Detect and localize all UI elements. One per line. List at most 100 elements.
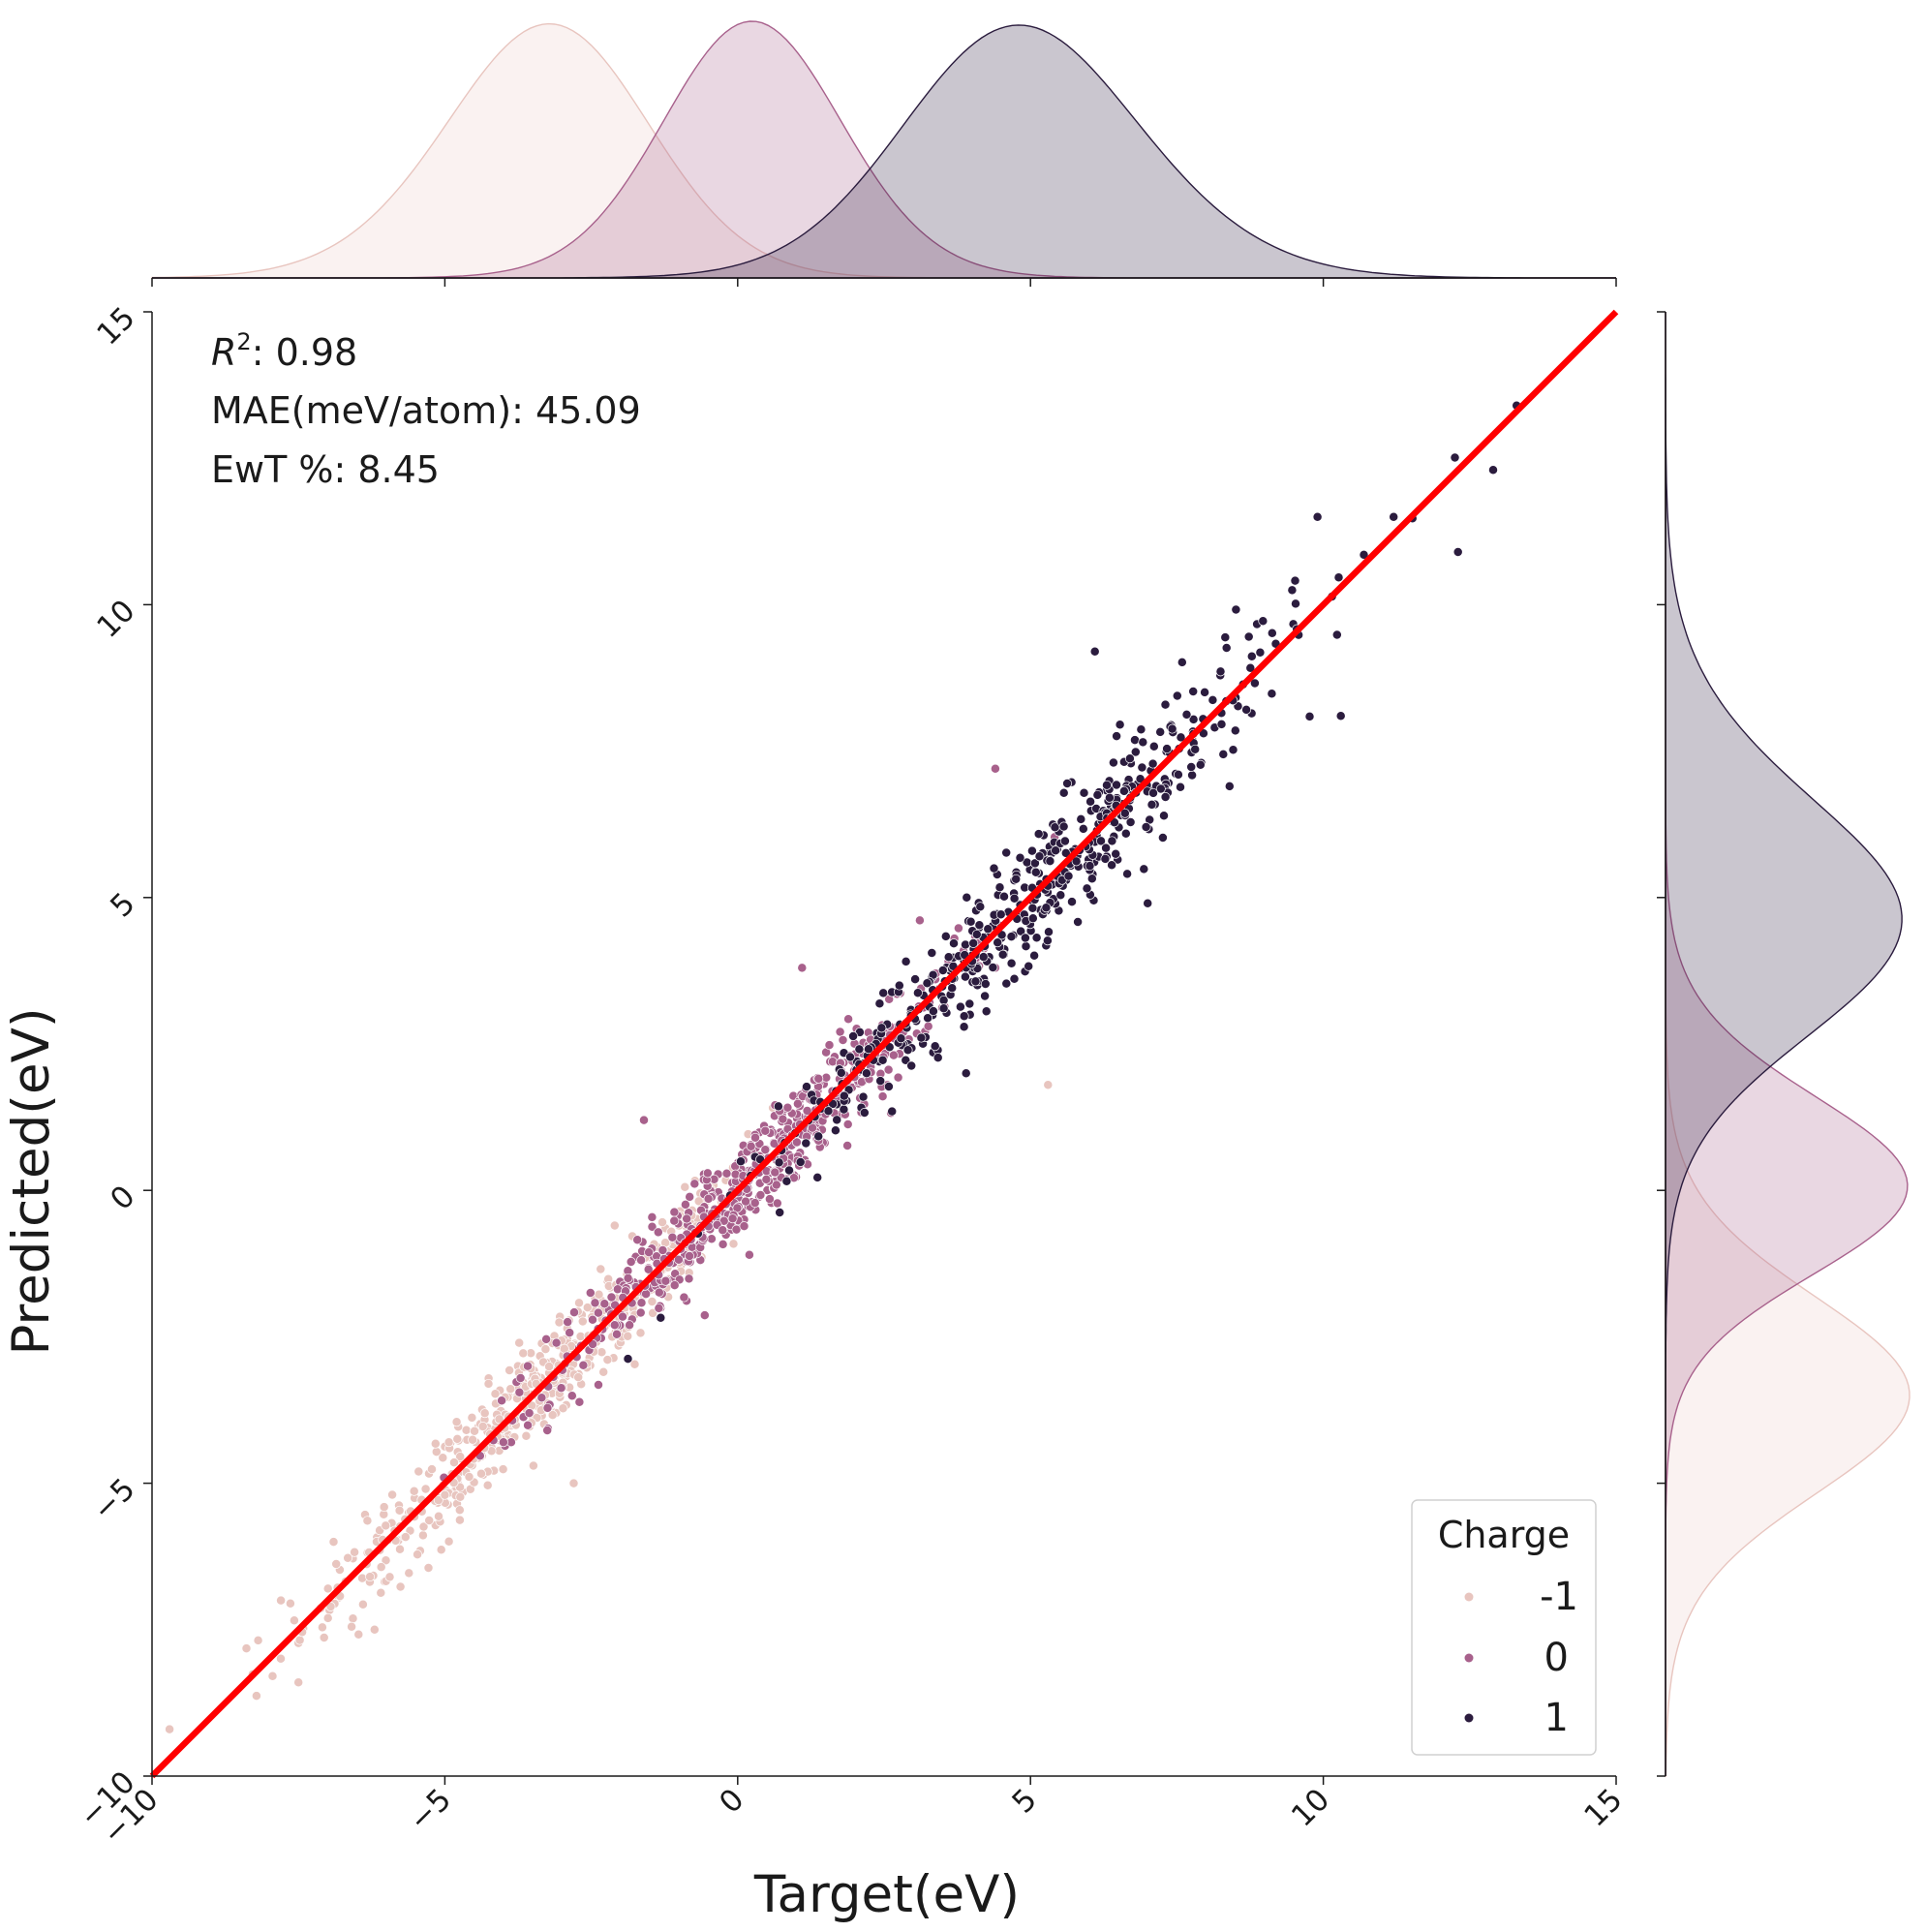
data-point (423, 1563, 434, 1573)
r2-exponent: 2 (236, 328, 251, 355)
data-point (1187, 770, 1198, 781)
data-point (331, 1559, 342, 1569)
legend-frame (1411, 1499, 1597, 1756)
data-point (1100, 853, 1111, 864)
y-tick-label: 10 (90, 594, 141, 645)
data-point (623, 1354, 633, 1365)
data-point (721, 1168, 732, 1179)
data-point (922, 978, 932, 989)
data-point (285, 1598, 295, 1609)
data-point (836, 1067, 846, 1078)
data-point (802, 1082, 811, 1092)
data-point (563, 1317, 573, 1328)
data-point (981, 1006, 992, 1017)
data-point (932, 1053, 943, 1063)
data-point (1006, 932, 1017, 942)
data-point (667, 1232, 678, 1242)
data-point (505, 1384, 516, 1395)
data-point (1030, 867, 1041, 877)
data-point (1255, 647, 1266, 658)
data-point (718, 1225, 728, 1236)
data-point (376, 1587, 386, 1598)
legend-title: Charge (1438, 1514, 1570, 1556)
data-point (980, 991, 991, 1001)
data-point (965, 916, 976, 927)
data-point (420, 1484, 431, 1494)
data-point (431, 1447, 442, 1457)
data-point (1026, 845, 1037, 856)
x-axis-ticks: −10 −5 0 5 10 15 (96, 1776, 1630, 1852)
data-point (699, 1310, 710, 1321)
data-point (653, 1227, 663, 1238)
data-point (436, 1545, 446, 1555)
data-point (1051, 845, 1061, 856)
data-point (524, 1408, 535, 1419)
data-point (896, 1033, 906, 1044)
data-point (970, 976, 981, 987)
data-point (467, 1412, 477, 1423)
data-point (1067, 897, 1077, 907)
data-point (165, 1724, 175, 1734)
legend-marker-1 (1464, 1713, 1474, 1723)
x-axis-title: Target(eV) (753, 1865, 1020, 1924)
data-point (639, 1115, 649, 1125)
data-point (971, 929, 982, 939)
data-point (1058, 821, 1069, 832)
data-point (773, 1101, 783, 1112)
data-point (1216, 719, 1227, 729)
data-point (251, 1691, 261, 1702)
data-point (647, 1211, 657, 1222)
x-tick-label: 15 (1577, 1782, 1629, 1833)
data-point (835, 1027, 845, 1037)
data-point (594, 1380, 603, 1390)
data-point (1160, 792, 1171, 802)
data-point (874, 998, 885, 1009)
data-point (476, 1468, 486, 1479)
data-point (1112, 780, 1121, 790)
data-point (657, 1245, 668, 1255)
data-point (1078, 823, 1088, 834)
data-point (1452, 547, 1463, 557)
data-point (452, 1433, 463, 1444)
data-point (960, 971, 970, 982)
data-point (1130, 735, 1140, 746)
data-point (961, 1068, 971, 1079)
data-point (1092, 789, 1103, 800)
data-point (1102, 780, 1112, 790)
data-point (902, 1045, 913, 1056)
data-point (1063, 871, 1074, 881)
data-point (1071, 856, 1082, 867)
data-point (877, 1055, 888, 1065)
data-point (685, 1191, 695, 1202)
data-point (593, 1307, 603, 1318)
data-point (362, 1516, 373, 1526)
data-point (797, 963, 808, 973)
data-point (1027, 913, 1038, 924)
data-point (947, 983, 958, 994)
data-point (1073, 917, 1084, 927)
x-tick-label: 5 (1005, 1782, 1043, 1820)
data-point (994, 882, 1005, 893)
data-point (980, 979, 991, 989)
data-point (689, 1179, 700, 1189)
data-point (395, 1544, 405, 1554)
data-point (1218, 749, 1229, 759)
data-point (1172, 690, 1182, 701)
data-point (823, 1106, 834, 1117)
data-point (348, 1613, 358, 1624)
data-point (612, 1284, 623, 1295)
r-squared-annotation: R2: 0.98 (211, 328, 357, 374)
data-point (1055, 890, 1066, 901)
data-point (322, 1583, 333, 1594)
data-point (888, 1050, 899, 1060)
data-point (1138, 737, 1148, 748)
data-point (706, 1234, 717, 1244)
data-point (494, 1414, 504, 1425)
data-point (470, 1426, 479, 1436)
data-point (684, 1273, 694, 1284)
data-point (1291, 598, 1300, 609)
data-point (1155, 726, 1166, 737)
data-point (381, 1555, 391, 1566)
data-point (1221, 643, 1232, 653)
